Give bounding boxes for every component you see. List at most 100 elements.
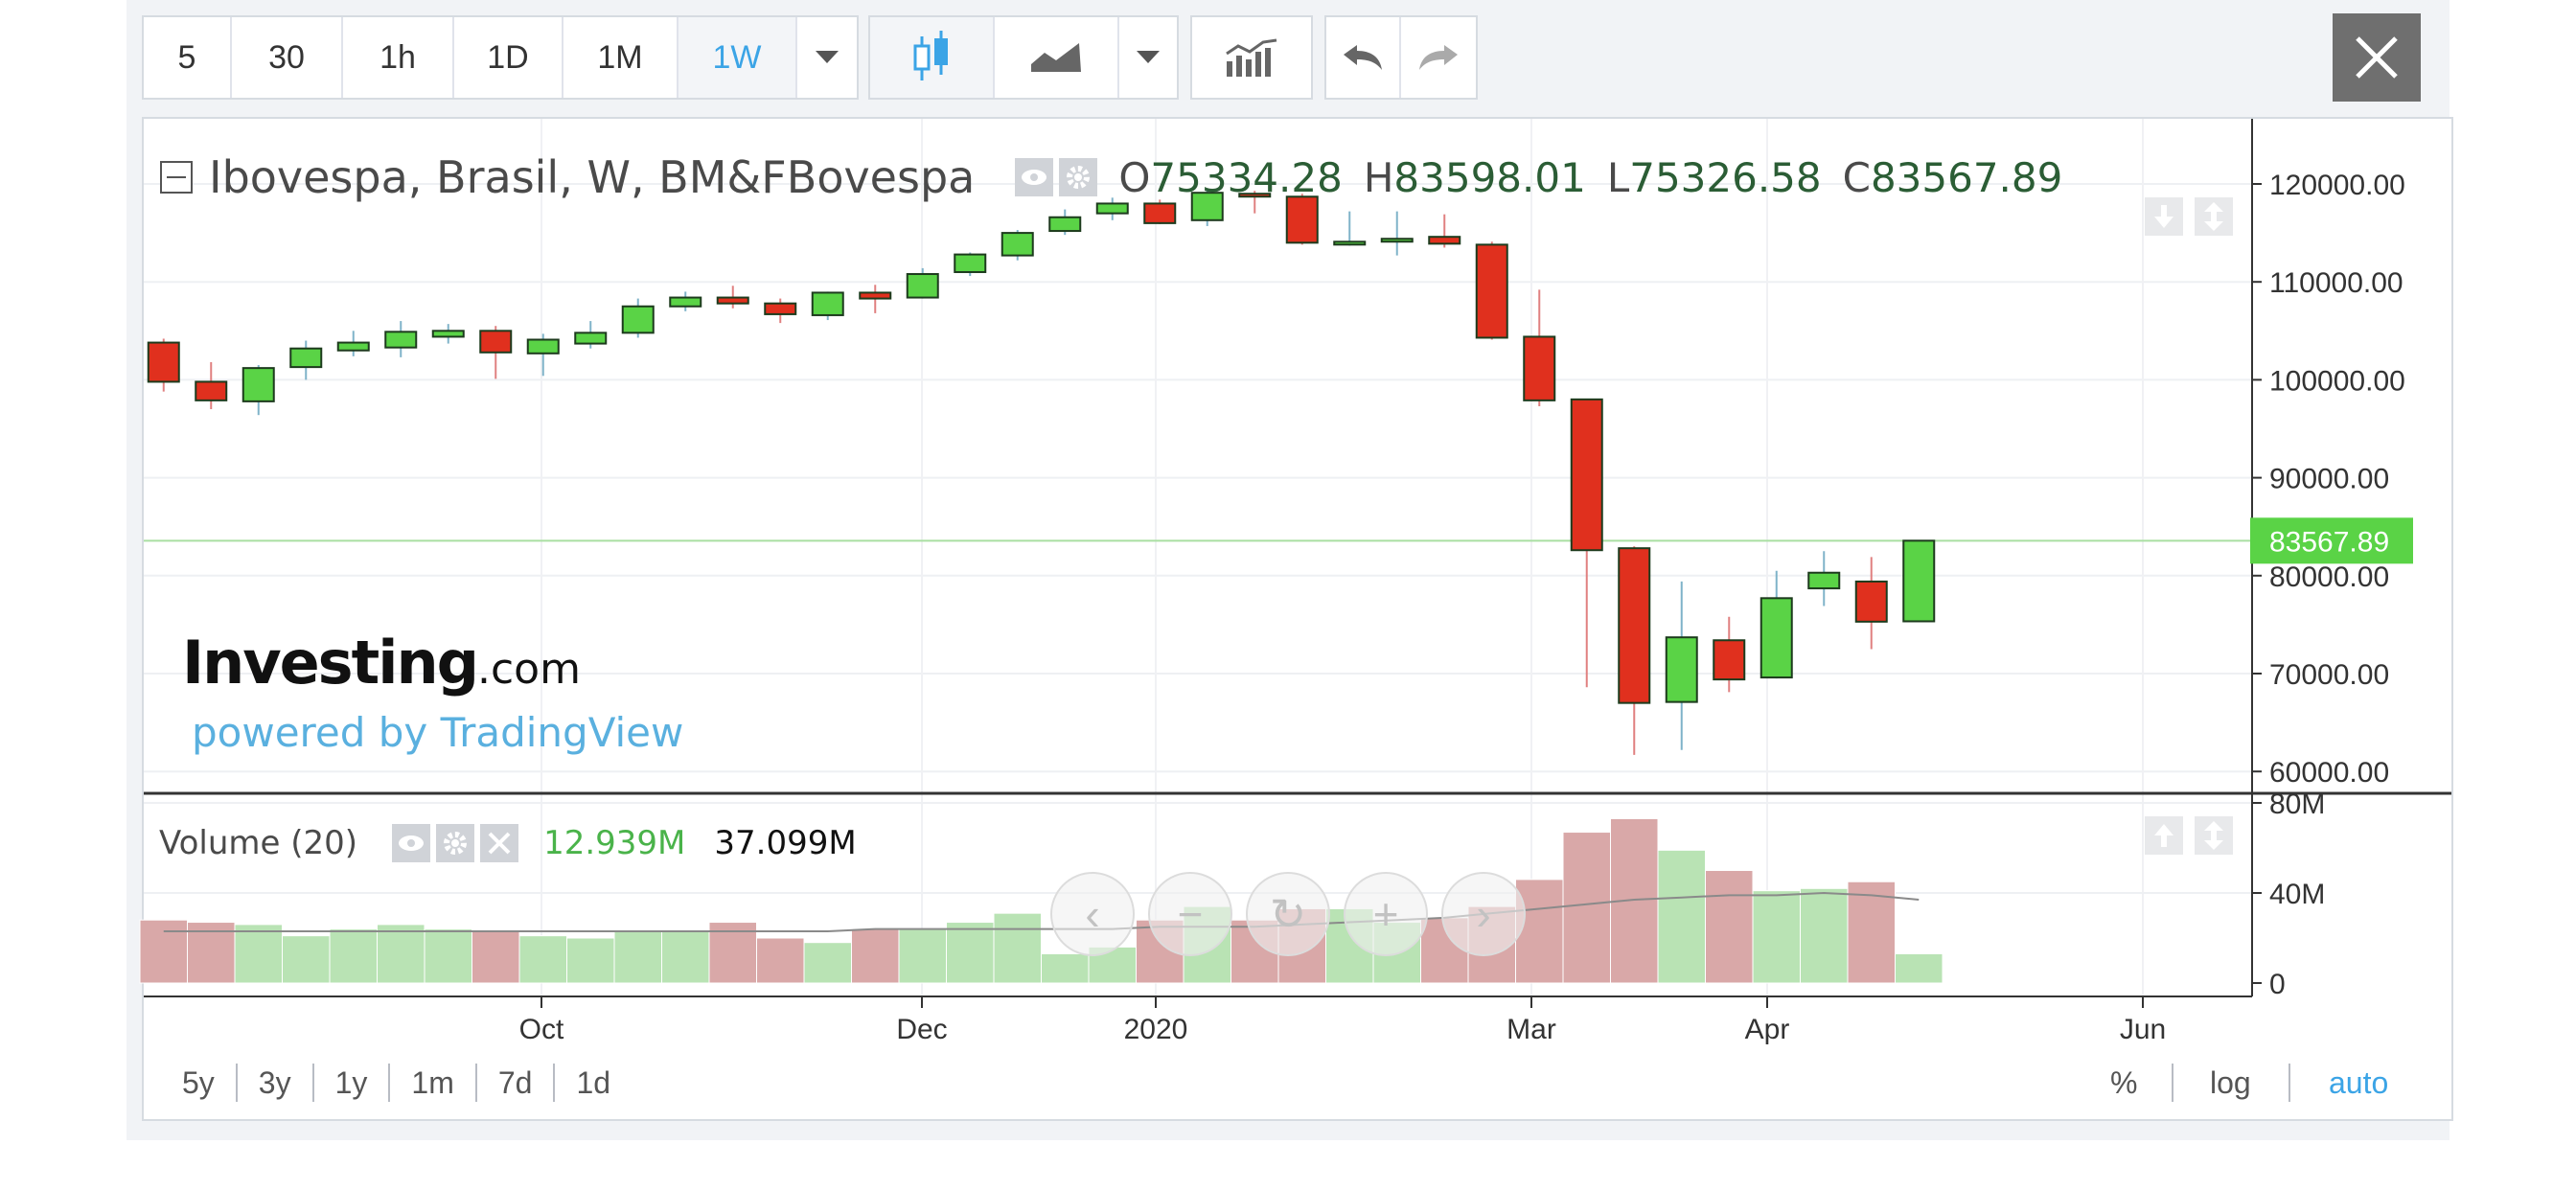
- time-tick-label: Mar: [1506, 1014, 1556, 1045]
- volume-bar: [566, 937, 615, 984]
- range-3y[interactable]: 3y: [238, 1064, 314, 1102]
- line-chart-button[interactable]: [995, 17, 1119, 98]
- candlestick-button[interactable]: [870, 17, 995, 98]
- price-tick-label: 100000.00: [2269, 365, 2405, 397]
- price-tick-label: 60000.00: [2269, 757, 2389, 789]
- volume-legend: Volume (20) 12.939M 37.099M: [159, 814, 857, 872]
- chart-type-more-button[interactable]: [1119, 17, 1177, 98]
- candle-body: [1760, 597, 1793, 679]
- candle-body: [1618, 547, 1651, 704]
- candle-body: [242, 367, 275, 402]
- visibility-button[interactable]: [1015, 158, 1054, 196]
- volume-settings-button[interactable]: [436, 824, 475, 862]
- undo-button[interactable]: [1326, 17, 1401, 98]
- chevron-down-icon: [1137, 51, 1160, 63]
- volume-bar: [946, 922, 995, 984]
- range-5y[interactable]: 5y: [142, 1064, 238, 1102]
- close-icon: [2356, 36, 2398, 79]
- interval-5[interactable]: 5: [144, 17, 232, 98]
- interval-1h[interactable]: 1h: [343, 17, 454, 98]
- scroll-left-button[interactable]: ‹: [1050, 872, 1135, 956]
- collapse-icon[interactable]: [159, 160, 194, 195]
- volume-move-up-button[interactable]: [2145, 816, 2183, 855]
- interval-30[interactable]: 30: [232, 17, 343, 98]
- scroll-right-button[interactable]: ›: [1441, 872, 1526, 956]
- scale-auto[interactable]: auto: [2329, 1064, 2389, 1100]
- scale-percent[interactable]: %: [2110, 1064, 2138, 1100]
- volume-bar: [377, 924, 426, 984]
- arrow-up-icon: [2154, 824, 2174, 847]
- close-value: 83567.89: [1870, 153, 2063, 201]
- gear-icon: [444, 832, 468, 855]
- range-1d[interactable]: 1d: [576, 1064, 611, 1100]
- candle-body: [1713, 639, 1746, 681]
- time-tick-label: Apr: [1745, 1014, 1790, 1045]
- volume-bar: [234, 924, 283, 984]
- range-1y[interactable]: 1y: [314, 1064, 391, 1102]
- candle-body: [147, 341, 180, 383]
- volume-ma-value: 37.099M: [714, 824, 857, 862]
- series-title: Ibovespa, Brasil, W, BM&FBovespa: [209, 151, 976, 203]
- volume-bar: [518, 935, 567, 984]
- indicators-button[interactable]: [1192, 17, 1311, 98]
- candle-body: [954, 253, 987, 273]
- indicators-toolbar: [1190, 15, 1313, 100]
- chart-type-toolbar: [868, 15, 1179, 100]
- volume-maximize-button[interactable]: [2195, 816, 2233, 855]
- last-price-tag: [2250, 517, 2413, 564]
- candle-body: [811, 291, 844, 316]
- volume-bar: [803, 942, 852, 984]
- low-label: L: [1606, 153, 1630, 201]
- zoom-in-button[interactable]: +: [1344, 872, 1428, 956]
- maximize-pane-button[interactable]: [2195, 197, 2233, 236]
- interval-1m[interactable]: 1M: [564, 17, 678, 98]
- open-label: O: [1118, 153, 1151, 201]
- candle-body: [1000, 232, 1034, 257]
- refresh-icon: ↻: [1269, 889, 1307, 939]
- chevron-right-icon: ›: [1476, 889, 1491, 939]
- candle-body: [764, 302, 797, 315]
- candle-body: [289, 347, 323, 369]
- candle-body: [669, 296, 702, 308]
- candle-body: [1428, 236, 1461, 245]
- volume-bar: [139, 919, 188, 984]
- candle-body: [621, 305, 655, 334]
- eye-icon: [399, 835, 425, 851]
- scale-log[interactable]: log: [2210, 1064, 2251, 1100]
- price-tick-label: 90000.00: [2269, 464, 2389, 495]
- scale-divider: [2288, 1064, 2290, 1102]
- scroll-down-button[interactable]: [2145, 197, 2183, 236]
- reset-button[interactable]: ↻: [1246, 872, 1330, 956]
- candle-body: [195, 380, 228, 401]
- time-tick-label: 2020: [1124, 1014, 1188, 1045]
- investing-logo: Investing.com: [182, 628, 581, 698]
- range-1m[interactable]: 1m: [390, 1064, 477, 1102]
- volume-bar: [1752, 890, 1801, 984]
- volume-bar: [1705, 870, 1754, 984]
- time-tick-label: Jun: [2120, 1014, 2166, 1045]
- powered-by-link[interactable]: powered by TradingView: [192, 709, 684, 756]
- candle-body: [1854, 580, 1888, 623]
- price-tick-label: 70000.00: [2269, 659, 2389, 691]
- candle-body: [1048, 216, 1082, 233]
- volume-bar: [993, 912, 1042, 984]
- volume-remove-button[interactable]: [480, 824, 519, 862]
- interval-1w[interactable]: 1W: [678, 17, 797, 98]
- interval-more-button[interactable]: [797, 17, 857, 98]
- expand-vertical-icon: [2204, 821, 2223, 850]
- settings-button[interactable]: [1059, 158, 1098, 196]
- zoom-out-button[interactable]: −: [1148, 872, 1232, 956]
- redo-button[interactable]: [1401, 17, 1476, 98]
- volume-bar: [1515, 879, 1564, 984]
- volume-visibility-button[interactable]: [392, 824, 431, 862]
- candle-body: [1190, 192, 1224, 221]
- close-button[interactable]: [2333, 13, 2421, 102]
- price-tick-label: 110000.00: [2269, 267, 2404, 299]
- candle-body: [574, 332, 608, 345]
- candle-body: [859, 291, 892, 300]
- candle-body: [906, 273, 939, 299]
- interval-1d[interactable]: 1D: [454, 17, 564, 98]
- range-7d[interactable]: 7d: [477, 1064, 556, 1102]
- high-label: H: [1363, 153, 1394, 201]
